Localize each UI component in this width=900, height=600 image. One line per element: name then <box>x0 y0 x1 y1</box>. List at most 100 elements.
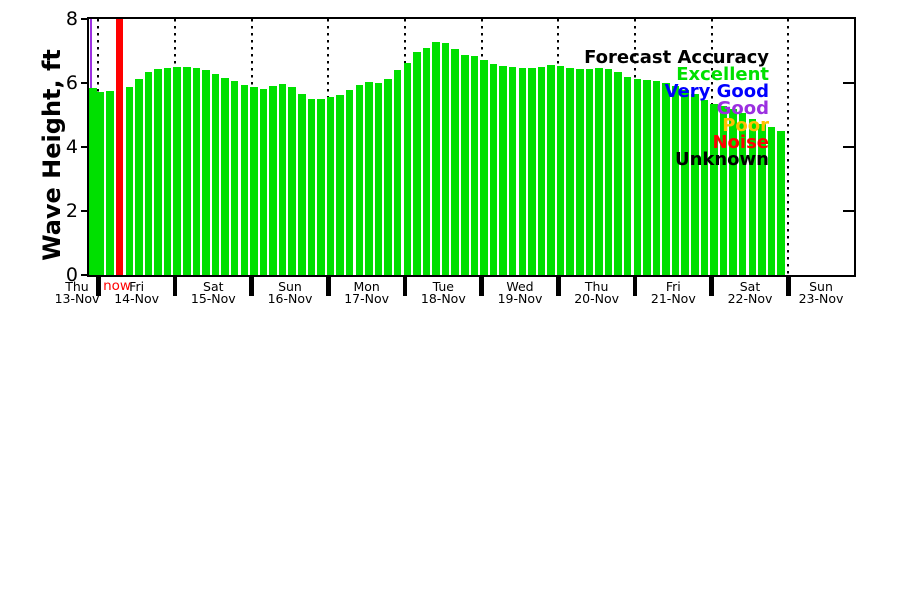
x-axis-day-label: Thu 13-Nov <box>32 281 122 304</box>
wave-height-bar <box>758 124 766 275</box>
legend-entry-unknown: Unknown <box>674 149 769 170</box>
wave-height-bar <box>748 118 757 275</box>
wave-height-bar <box>393 70 402 275</box>
legend-entry-excellent: Excellent <box>676 64 769 85</box>
wave-height-bar <box>480 59 488 275</box>
wave-height-bar <box>96 92 105 275</box>
wave-height-bar <box>183 66 191 275</box>
wave-height-bar <box>355 84 364 275</box>
day-boundary-tick <box>172 275 178 296</box>
y-tick <box>81 274 87 276</box>
wave-height-bar <box>202 69 210 275</box>
wave-height-bar <box>777 131 785 275</box>
wave-height-bar <box>662 83 670 275</box>
wave-height-bar <box>691 93 699 275</box>
wave-height-bar <box>336 95 344 275</box>
wave-height-bar <box>413 52 421 275</box>
wave-height-bar <box>451 49 459 275</box>
now-label: now <box>103 278 131 294</box>
legend-entry-good: Good <box>716 98 769 119</box>
x-axis-day-label: Thu 20-Nov <box>552 281 642 304</box>
wave-height-bar <box>719 106 728 275</box>
day-date: 22-Nov <box>727 290 773 306</box>
day-name: Sat <box>203 279 224 294</box>
wave-height-bar <box>441 43 450 275</box>
day-date: 15-Nov <box>190 290 236 306</box>
day-name: Mon <box>353 279 380 294</box>
day-name: Sun <box>278 279 302 294</box>
legend-entries-group: Excellent Very Good Good Poor Noise Unknown <box>584 64 769 170</box>
x-axis-day-label: Sat 22-Nov <box>705 281 795 304</box>
wave-height-bar <box>470 55 479 275</box>
wave-height-bar <box>767 127 776 275</box>
legend: Forecast Accuracy Excellent Very Good Good… <box>584 47 769 170</box>
day-boundary-tick <box>326 275 331 296</box>
day-date: 18-Nov <box>420 290 466 306</box>
wave-height-bar <box>278 84 287 275</box>
x-axis-day-label: Fri 21-Nov <box>628 281 718 304</box>
legend-title: Forecast Accuracy <box>584 47 769 68</box>
wave-height-bar <box>307 98 316 275</box>
day-date: 20-Nov <box>574 290 620 306</box>
wave-height-bar <box>528 68 536 275</box>
day-boundary-tick <box>249 275 254 296</box>
wave-height-bar <box>738 113 747 275</box>
x-axis-day-label: Sun 16-Nov <box>245 281 335 304</box>
day-date: 23-Nov <box>798 290 844 306</box>
legend-entry-poor: Poor <box>722 115 769 136</box>
wave-height-bar <box>89 88 97 275</box>
wave-height-bar <box>681 90 689 275</box>
wave-height-bar <box>345 90 354 275</box>
wave-height-bar <box>566 68 574 275</box>
day-boundary-tick <box>96 275 101 296</box>
day-boundary-tick <box>479 275 484 296</box>
y-tick-right <box>843 82 854 84</box>
wave-height-bar <box>230 81 239 275</box>
wave-height-bar <box>518 68 527 275</box>
day-name: Thu <box>65 279 89 294</box>
wave-height-bar <box>633 78 642 275</box>
wave-height-bar <box>595 68 603 275</box>
legend-entry-noise: Noise <box>712 132 769 153</box>
y-tick-right <box>843 210 854 212</box>
wave-height-bar <box>250 86 258 275</box>
wave-height-bar <box>700 99 709 275</box>
day-name: Thu <box>584 279 609 294</box>
wave-height-bar <box>326 97 335 275</box>
wave-height-bar <box>710 103 718 275</box>
y-tick-label: 4 <box>65 136 78 158</box>
wave-height-bar <box>384 78 392 275</box>
wave-height-bar <box>643 79 651 275</box>
day-date: 16-Nov <box>267 290 313 306</box>
wave-height-bar <box>652 80 661 275</box>
day-boundary-tick <box>709 275 714 296</box>
y-tick <box>81 146 87 148</box>
day-boundary-tick <box>402 275 408 296</box>
wave-height-bar <box>298 94 306 275</box>
wave-height-bar <box>556 66 565 275</box>
wave-height-bar <box>729 108 737 275</box>
x-axis-day-label: Sun 23-Nov <box>776 281 866 304</box>
wave-height-bar <box>537 67 546 275</box>
day-date: 19-Nov <box>497 290 543 306</box>
day-name: Sat <box>739 279 761 294</box>
day-date: 21-Nov <box>650 290 696 306</box>
day-date: 13-Nov <box>54 290 100 306</box>
wave-height-bar <box>508 67 517 275</box>
day-boundary-tick <box>632 275 638 296</box>
wave-height-bar <box>432 42 440 275</box>
now-marker-bar <box>115 19 124 275</box>
plot-area: Forecast Accuracy Excellent Very Good Good… <box>87 17 856 277</box>
wave-height-bar <box>163 67 172 275</box>
wave-height-bar <box>240 84 249 275</box>
wave-height-bar <box>106 91 114 275</box>
legend-entry-very-good: Very Good <box>664 81 769 102</box>
x-axis-day-label: Wed 19-Nov <box>475 281 565 304</box>
wave-height-bar <box>499 65 507 275</box>
wave-height-bar <box>288 86 296 275</box>
day-name: Wed <box>506 279 534 294</box>
y-tick-label: 0 <box>65 264 78 286</box>
wave-height-bar <box>135 78 143 275</box>
wave-height-bar <box>269 86 277 275</box>
day-boundary-tick <box>786 275 791 296</box>
